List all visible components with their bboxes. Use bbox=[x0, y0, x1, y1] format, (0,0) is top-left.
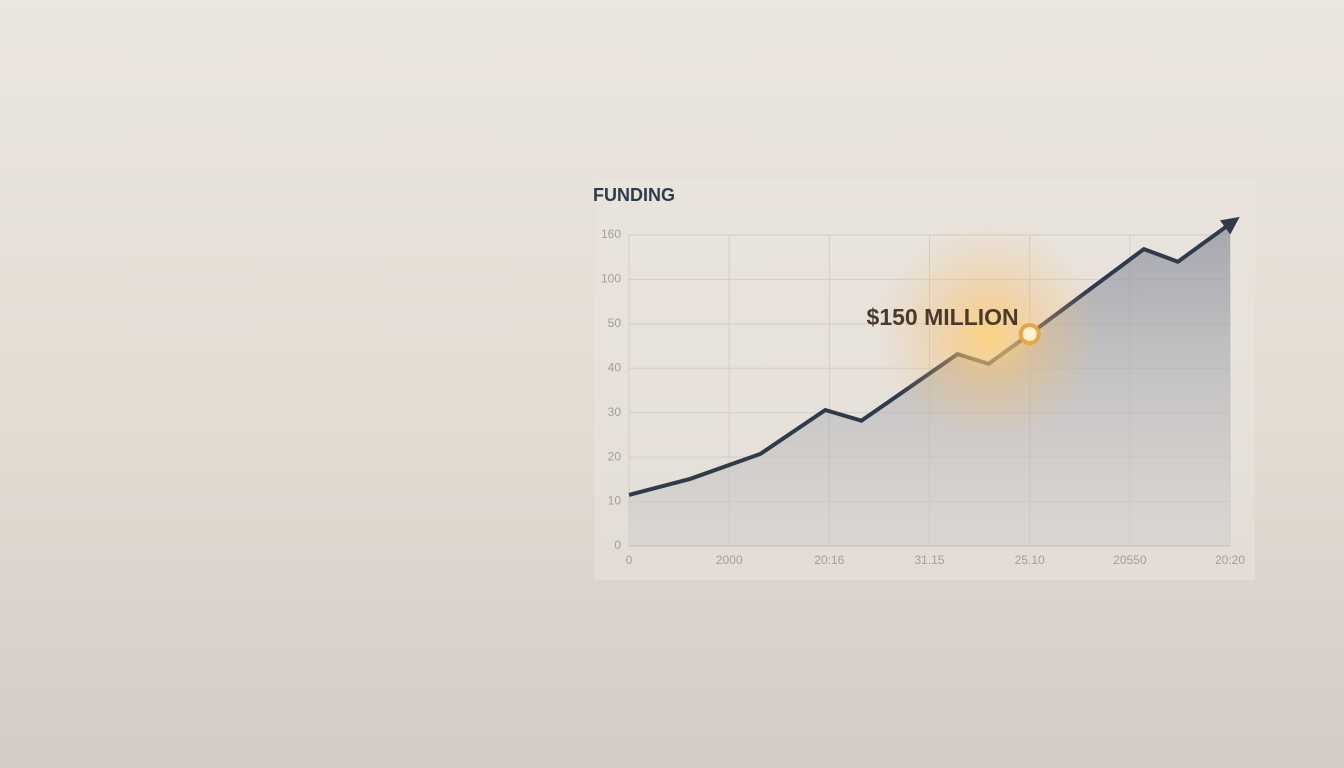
x-tick-label: 25.10 bbox=[1015, 553, 1045, 567]
y-tick-label: 50 bbox=[608, 316, 622, 330]
x-tick-label: 20:20 bbox=[1215, 553, 1245, 567]
x-tick-label: 20:16 bbox=[814, 553, 844, 567]
y-tick-label: 30 bbox=[608, 405, 622, 419]
annotation: $150 MILLION bbox=[867, 304, 1019, 330]
y-tick-label: 160 bbox=[601, 227, 621, 241]
y-tick-label: 0 bbox=[614, 538, 621, 552]
chart-title: FUNDING bbox=[593, 185, 675, 205]
glow bbox=[879, 224, 1100, 445]
x-tick-label: 31.15 bbox=[914, 553, 944, 567]
x-tick-label: 0 bbox=[626, 553, 633, 567]
x-tick-label: 20550 bbox=[1113, 553, 1147, 567]
arrow-head bbox=[1220, 216, 1240, 235]
y-tick-label: 20 bbox=[608, 449, 622, 463]
y-tick-label: 100 bbox=[601, 272, 621, 286]
x-tick-label: 2000 bbox=[716, 553, 743, 567]
y-tick-label: 10 bbox=[608, 494, 622, 508]
highlight-point bbox=[1018, 323, 1041, 346]
y-tick-label: 40 bbox=[608, 360, 622, 374]
